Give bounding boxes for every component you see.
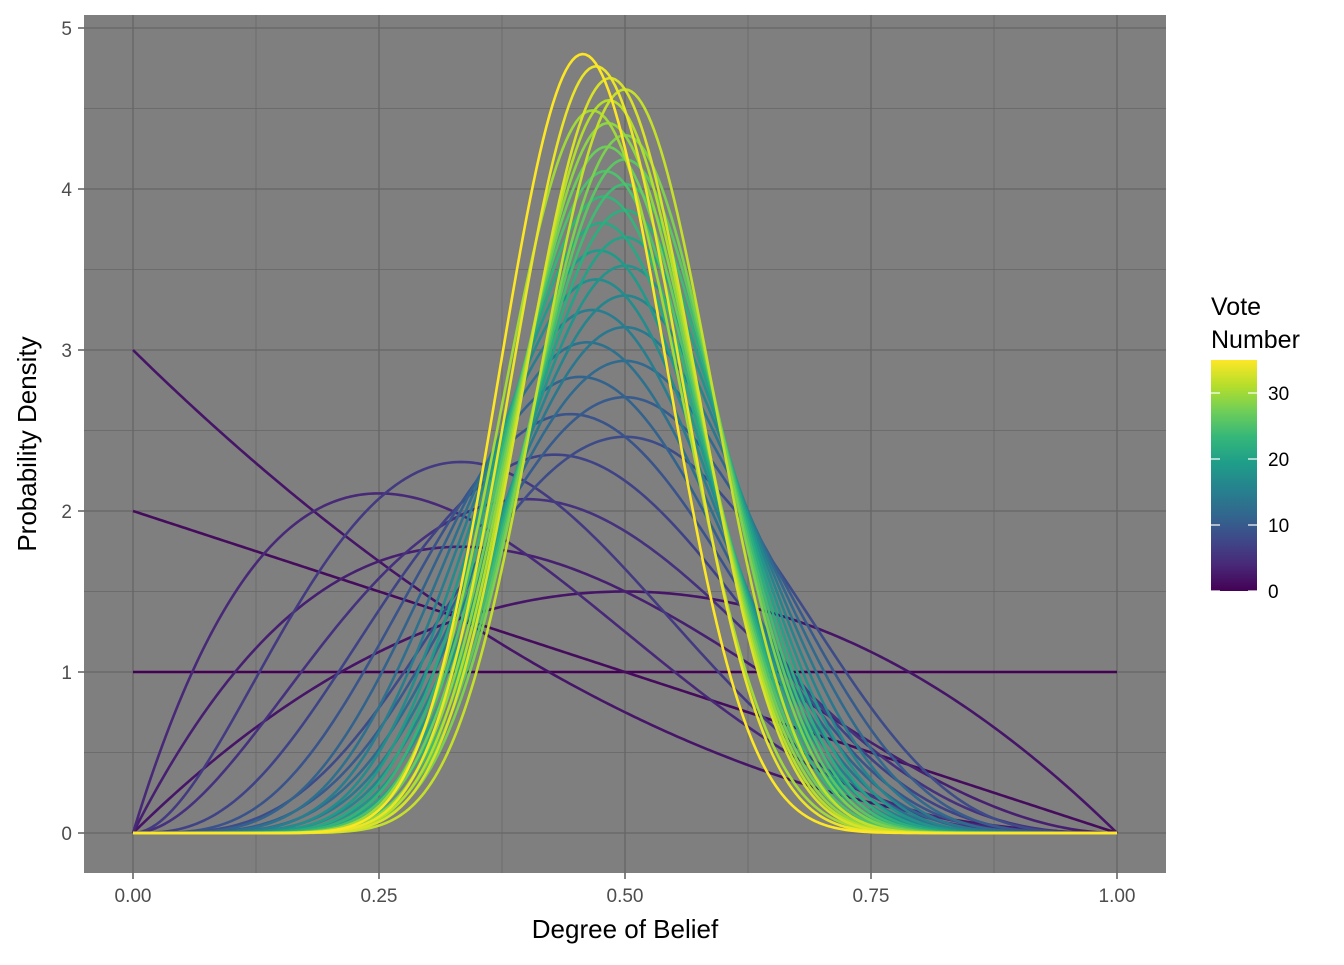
curve-layer bbox=[131, 52, 1118, 835]
legend-title-line2: Number bbox=[1211, 326, 1300, 354]
x-tick-label: 0.25 bbox=[361, 886, 398, 907]
legend-colorbar bbox=[1211, 360, 1257, 591]
density-curve-vote-5 bbox=[132, 497, 1117, 835]
legend-tick-label: 30 bbox=[1268, 384, 1289, 405]
y-tick-label: 1 bbox=[61, 663, 72, 684]
density-curve-vote-7 bbox=[133, 453, 1117, 835]
legend: Vote Number 0 10 20 30 bbox=[1211, 293, 1300, 603]
y-axis-title: Probability Density bbox=[12, 336, 42, 551]
y-tick-label: 3 bbox=[61, 341, 72, 362]
y-tick-label: 2 bbox=[61, 502, 72, 523]
x-tick-label: 1.00 bbox=[1099, 886, 1136, 907]
legend-tick-label: 20 bbox=[1268, 450, 1289, 471]
legend-ticks: 0 10 20 30 bbox=[1211, 384, 1289, 603]
y-tick-label: 0 bbox=[61, 824, 72, 845]
x-tick-label: 0.00 bbox=[115, 886, 152, 907]
legend-tick-label: 10 bbox=[1268, 516, 1289, 537]
axis-layer: 0.00 0.25 0.50 0.75 1.00 0 1 2 3 4 5 bbox=[61, 19, 1135, 907]
density-curve-vote-3 bbox=[131, 545, 1118, 835]
legend-tick-label: 0 bbox=[1268, 582, 1279, 603]
x-tick-label: 0.75 bbox=[853, 886, 890, 907]
x-tick-label: 0.50 bbox=[607, 886, 644, 907]
density-curve-vote-1 bbox=[132, 509, 1118, 835]
x-axis-title: Degree of Belief bbox=[532, 914, 719, 944]
density-curve-vote-35 bbox=[133, 52, 1117, 835]
legend-title-line1: Vote bbox=[1211, 293, 1261, 321]
y-tick-label: 5 bbox=[61, 19, 72, 40]
y-tick-label: 4 bbox=[61, 180, 72, 201]
